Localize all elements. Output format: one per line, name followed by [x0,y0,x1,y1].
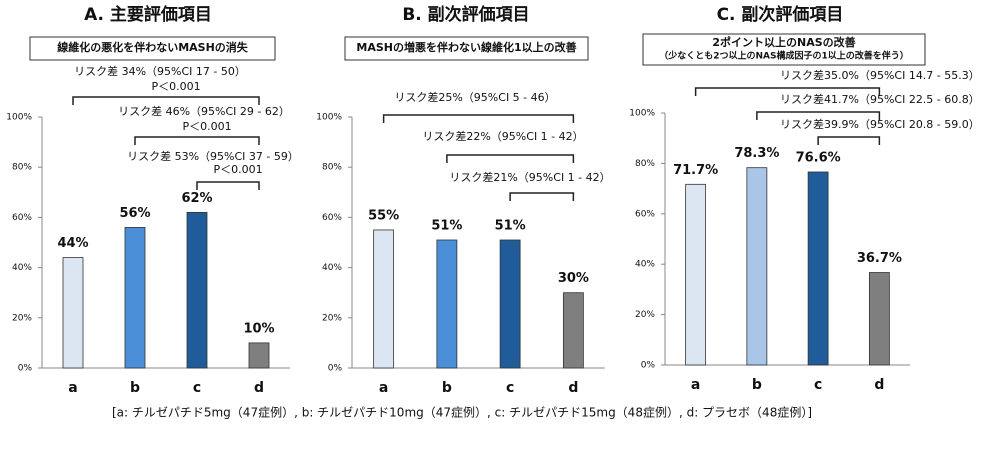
x-tick-label: a [379,380,388,396]
bar [186,211,208,369]
y-tick-label: 40% [12,263,32,273]
subtitle: 線維化の悪化を伴わないMASHの消失 [57,40,249,54]
y-tick-label: 80% [12,163,32,173]
y-tick-label: 80% [635,159,655,169]
caption: [a: チルゼパチド5mg（47症例）, b: チルゼパチド10mg（47症例）… [112,405,812,420]
x-tick-label: a [68,380,77,396]
value-label: 71.7% [673,163,718,178]
y-tick-label: 60% [322,213,342,223]
bar [562,292,584,369]
subtitle: MASHの増悪を伴わない線維化1以上の改善 [356,40,576,54]
bracket [694,87,881,96]
risk-difference: リスク差25%（95%CI 5 - 46） [394,90,555,104]
p-value: P＜0.001 [182,120,231,133]
value-label: 51% [495,218,526,233]
x-tick-label: d [874,377,884,393]
x-tick-label: c [814,377,822,393]
x-tick-label: a [691,377,700,393]
p-value: P＜0.001 [151,80,200,93]
y-tick-label: 20% [322,313,342,323]
bracket [134,136,260,145]
x-tick-label: c [506,380,514,396]
value-label: 55% [368,208,399,223]
value-label: 62% [181,191,212,206]
bar [373,229,395,369]
bar [499,239,521,369]
x-tick-label: c [193,380,201,396]
y-tick-label: 20% [12,313,32,323]
bar [746,167,768,366]
y-tick-label: 0% [641,361,656,371]
value-label: 56% [119,206,150,221]
bracket [446,154,575,163]
value-label: 10% [243,321,274,336]
risk-difference: リスク差41.7%（95%CI 22.5 - 60.8） [780,92,980,106]
risk-difference: リスク差 34%（95%CI 17 - 50） [74,64,246,78]
subtitle-box [344,36,589,61]
x-tick-label: d [254,380,264,396]
y-tick-label: 60% [635,209,655,219]
y-tick-label: 40% [322,263,342,273]
bracket [509,192,575,201]
bar [62,257,84,369]
risk-difference: リスク差21%（95%CI 1 - 42） [449,170,610,184]
y-tick-label: 100% [316,113,342,123]
panel-title: C. 副次評価項目 [717,4,844,25]
bracket [756,111,881,120]
subtitle: 2ポイント以上のNASの改善 [712,35,855,49]
y-tick-label: 60% [12,213,32,223]
y-tick-label: 80% [322,163,342,173]
bar [124,227,146,369]
y-tick-label: 0% [328,364,343,374]
bar [807,171,829,366]
p-value: P＜0.001 [213,163,262,176]
x-tick-label: d [568,380,578,396]
bracket [382,114,575,123]
bracket [72,96,260,105]
y-tick-label: 20% [635,310,655,320]
x-tick-label: b [130,380,140,396]
risk-difference: リスク差 53%（95%CI 37 - 59） [127,149,299,163]
bracket [817,136,881,145]
value-label: 78.3% [734,146,779,161]
risk-difference: リスク差35.0%（95%CI 14.7 - 55.3） [780,68,980,82]
bar [685,183,707,366]
x-tick-label: b [442,380,452,396]
bracket [196,181,260,190]
risk-difference: リスク差22%（95%CI 1 - 42） [422,129,583,143]
risk-difference: リスク差 46%（95%CI 29 - 62） [118,104,290,118]
panel-title: B. 副次評価項目 [402,4,529,25]
bar [248,342,270,369]
y-tick-label: 40% [635,260,655,270]
value-label: 76.6% [796,150,841,165]
y-tick-label: 100% [629,109,655,119]
bar [868,272,890,366]
value-label: 44% [57,236,88,251]
bar [436,239,458,369]
y-tick-label: 0% [18,364,33,374]
value-label: 36.7% [857,251,902,266]
value-label: 30% [558,271,589,286]
risk-difference: リスク差39.9%（95%CI 20.8 - 59.0） [780,117,980,131]
y-tick-label: 100% [6,113,32,123]
value-label: 51% [431,218,462,233]
x-tick-label: b [752,377,762,393]
subtitle-note: （少なくとも2つ以上のNAS構成因子の1以上の改善を伴う） [659,50,909,62]
subtitle-box [29,36,276,61]
subtitle-box [642,33,926,66]
panel-title: A. 主要評価項目 [84,4,212,25]
